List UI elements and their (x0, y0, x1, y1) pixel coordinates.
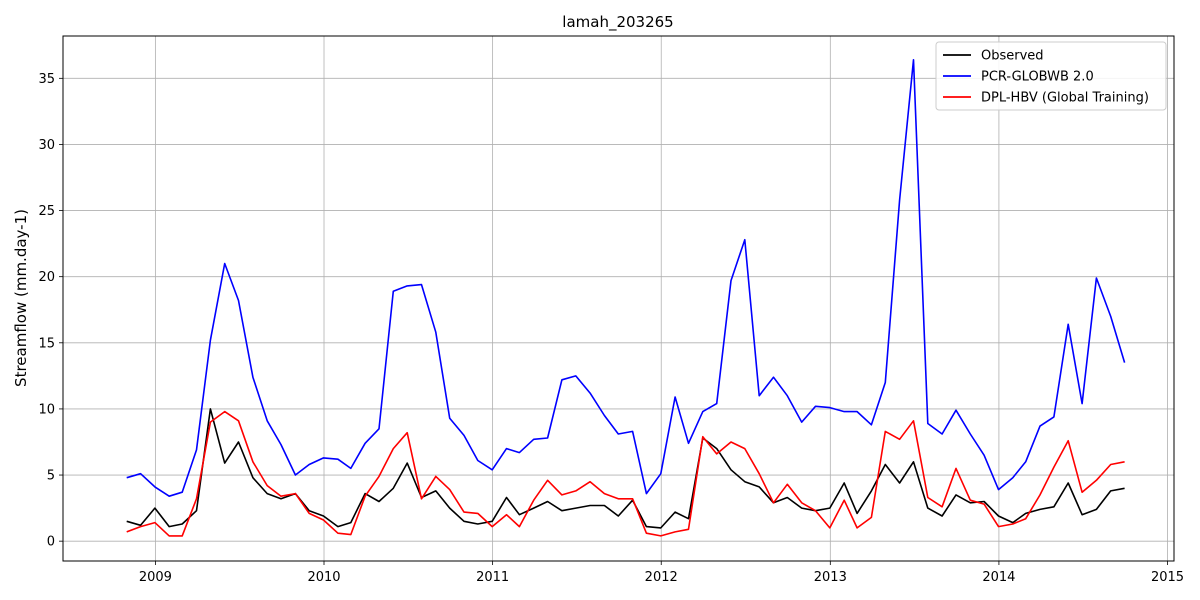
x-tick-label: 2010 (307, 570, 340, 585)
series-line-1 (126, 58, 1126, 498)
plot-frame (62, 35, 1175, 562)
series-line-2 (126, 410, 1125, 537)
series-line-0 (126, 408, 1125, 529)
legend: Observed PCR-GLOBWB 2.0 DPL-HBV (Global Tr… (935, 41, 1167, 111)
y-tick-label: 15 (38, 336, 55, 351)
legend-label-1: PCR-GLOBWB 2.0 (981, 70, 1094, 85)
x-tick-label: 2009 (139, 570, 172, 585)
y-tick-label: 35 (38, 72, 55, 87)
y-tick-label: 0 (47, 535, 55, 550)
y-tick-label: 20 (38, 270, 55, 285)
legend-label-2: DPL-HBV (Global Training) (981, 91, 1149, 106)
y-tick-label: 30 (38, 138, 55, 153)
ticks-layer: 2009 2010 2011 2012 2013 2014 2015 0 5 10 15 20 25 30… (38, 72, 1184, 585)
grid-layer (63, 36, 1174, 561)
x-tick-label: 2012 (645, 570, 678, 585)
y-tick-label: 10 (38, 402, 55, 417)
series-layer (126, 58, 1126, 537)
x-tick-label: 2015 (1151, 570, 1184, 585)
legend-box (935, 41, 1167, 111)
x-tick-label: 2013 (814, 570, 847, 585)
x-tick-label: 2011 (476, 570, 509, 585)
y-tick-label: 5 (47, 469, 55, 484)
chart-title: lamah_203265 (562, 13, 673, 32)
y-axis-label: Streamflow (mm.day-1) (12, 209, 30, 387)
x-tick-label: 2014 (982, 570, 1015, 585)
y-tick-label: 25 (38, 204, 55, 219)
legend-label-0: Observed (981, 49, 1044, 64)
